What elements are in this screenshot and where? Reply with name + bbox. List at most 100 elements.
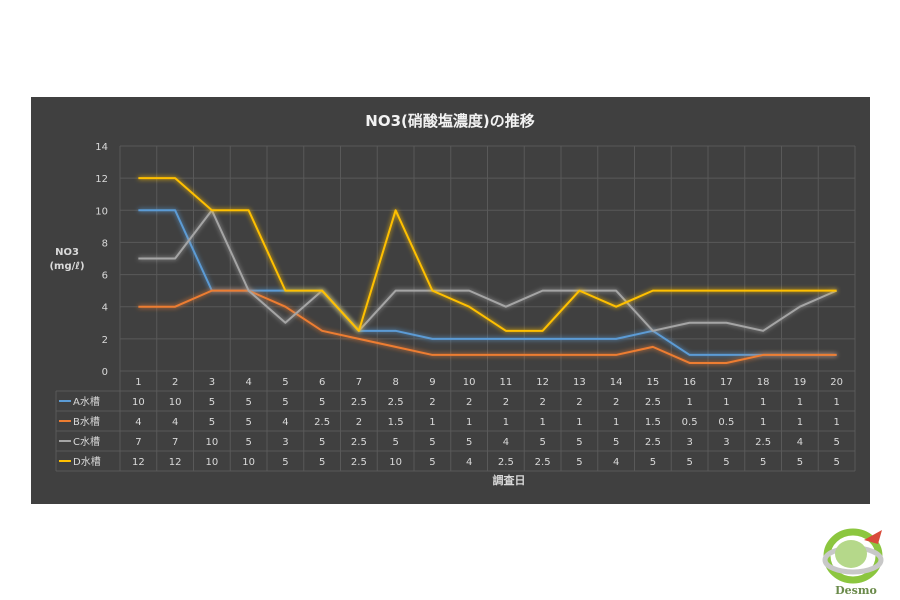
desmo-logo: Desmo [822, 528, 884, 597]
table-cell: 1 [466, 417, 472, 428]
table-cell: 1 [539, 417, 545, 428]
y-tick-label: 4 [102, 303, 108, 314]
table-cell: 5 [392, 437, 398, 448]
table-cell: 1 [686, 397, 692, 408]
table-cell: 4 [797, 437, 803, 448]
x-tick-label: 12 [536, 377, 549, 388]
table-cell: 1 [797, 397, 803, 408]
x-tick-label: 10 [463, 377, 476, 388]
table-cell: 2.5 [755, 437, 771, 448]
table-cell: 1.5 [388, 417, 404, 428]
table-cell: 2.5 [351, 457, 367, 468]
table-cell: 4 [466, 457, 472, 468]
x-tick-label: 20 [830, 377, 843, 388]
table-cell: 2 [356, 417, 362, 428]
chart-panel: NO3(硝酸塩濃度)の推移 NO3 (mg/ℓ) 調査日 0 2 4 6 8 10 12 14… [31, 97, 870, 504]
legend-label: A水槽 [73, 395, 100, 408]
table-cell: 1 [760, 397, 766, 408]
table-cell: 4 [613, 457, 619, 468]
table-cell: 7 [172, 437, 178, 448]
legend-label: D水槽 [73, 455, 101, 468]
y-tick-label: 10 [95, 206, 108, 217]
table-cell: 5 [797, 457, 803, 468]
x-tick-label: 17 [720, 377, 733, 388]
table-cell: 2 [613, 397, 619, 408]
table-cell: 4 [282, 417, 288, 428]
table-cell: 7 [135, 437, 141, 448]
table-cell: 1 [833, 417, 839, 428]
x-tick-label: 16 [683, 377, 696, 388]
x-tick-label: 8 [392, 377, 398, 388]
y-tick-label: 8 [102, 238, 108, 249]
y-tick-label: 14 [95, 142, 108, 153]
series-line [138, 209, 838, 332]
logo-text: Desmo [835, 584, 877, 597]
table-cell: 4 [503, 437, 509, 448]
x-tick-label: 15 [647, 377, 660, 388]
table-cell: 5 [245, 417, 251, 428]
x-tick-label: 14 [610, 377, 623, 388]
table-cell: 5 [760, 457, 766, 468]
y-tick-label: 12 [95, 174, 108, 185]
table-cell: 5 [613, 437, 619, 448]
table-cell: 5 [833, 437, 839, 448]
table-cell: 5 [245, 437, 251, 448]
table-cell: 2 [576, 397, 582, 408]
table-cell: 2 [503, 397, 509, 408]
table-cell: 10 [132, 397, 145, 408]
table-cell: 2 [466, 397, 472, 408]
table-cell: 10 [242, 457, 255, 468]
x-tick-label: 11 [500, 377, 513, 388]
table-cell: 4 [172, 417, 178, 428]
table-cell: 5 [429, 457, 435, 468]
table-cell: 5 [723, 457, 729, 468]
x-tick-label: 9 [429, 377, 435, 388]
table-cell: 2.5 [498, 457, 514, 468]
table-cell: 1 [723, 397, 729, 408]
x-tick-label: 2 [172, 377, 178, 388]
table-cell: 1 [833, 397, 839, 408]
x-tick-label: 6 [319, 377, 325, 388]
table-cell: 2.5 [388, 397, 404, 408]
series-line [138, 289, 837, 364]
table-cell: 5 [245, 397, 251, 408]
table-cell: 1 [613, 417, 619, 428]
table-cell: 5 [576, 437, 582, 448]
table-cell: 12 [169, 457, 182, 468]
table-cell: 3 [686, 437, 692, 448]
table-cell: 2.5 [351, 437, 367, 448]
table-cell: 2.5 [314, 417, 330, 428]
table-cell: 2.5 [351, 397, 367, 408]
x-tick-label: 18 [757, 377, 770, 388]
y-axis-unit: (mg/ℓ) [49, 261, 84, 272]
legend-label: C水槽 [73, 435, 100, 448]
table-cell: 1 [503, 417, 509, 428]
table-cell: 2.5 [535, 457, 551, 468]
table-cell: 5 [833, 457, 839, 468]
series-line [138, 177, 837, 332]
table-cell: 1.5 [645, 417, 661, 428]
table-cell: 12 [132, 457, 145, 468]
table-cell: 10 [169, 397, 182, 408]
table-cell: 5 [429, 437, 435, 448]
table-cell: 2 [539, 397, 545, 408]
table-cell: 10 [389, 457, 402, 468]
x-tick-label: 7 [356, 377, 362, 388]
table-cell: 5 [282, 397, 288, 408]
table-cell: 1 [429, 417, 435, 428]
x-tick-label: 5 [282, 377, 288, 388]
y-tick-label: 2 [102, 335, 108, 346]
x-tick-label: 4 [245, 377, 251, 388]
table-cell: 3 [282, 437, 288, 448]
table-cell: 5 [319, 437, 325, 448]
table-cell: 5 [209, 417, 215, 428]
table-cell: 5 [319, 457, 325, 468]
series-line [138, 209, 837, 356]
x-tick-label: 1 [135, 377, 141, 388]
y-axis-label: NO3 [55, 247, 79, 258]
table-cell: 5 [282, 457, 288, 468]
table-cell: 5 [539, 437, 545, 448]
table-cell: 5 [319, 397, 325, 408]
table-cell: 2 [429, 397, 435, 408]
table-cell: 2.5 [645, 397, 661, 408]
